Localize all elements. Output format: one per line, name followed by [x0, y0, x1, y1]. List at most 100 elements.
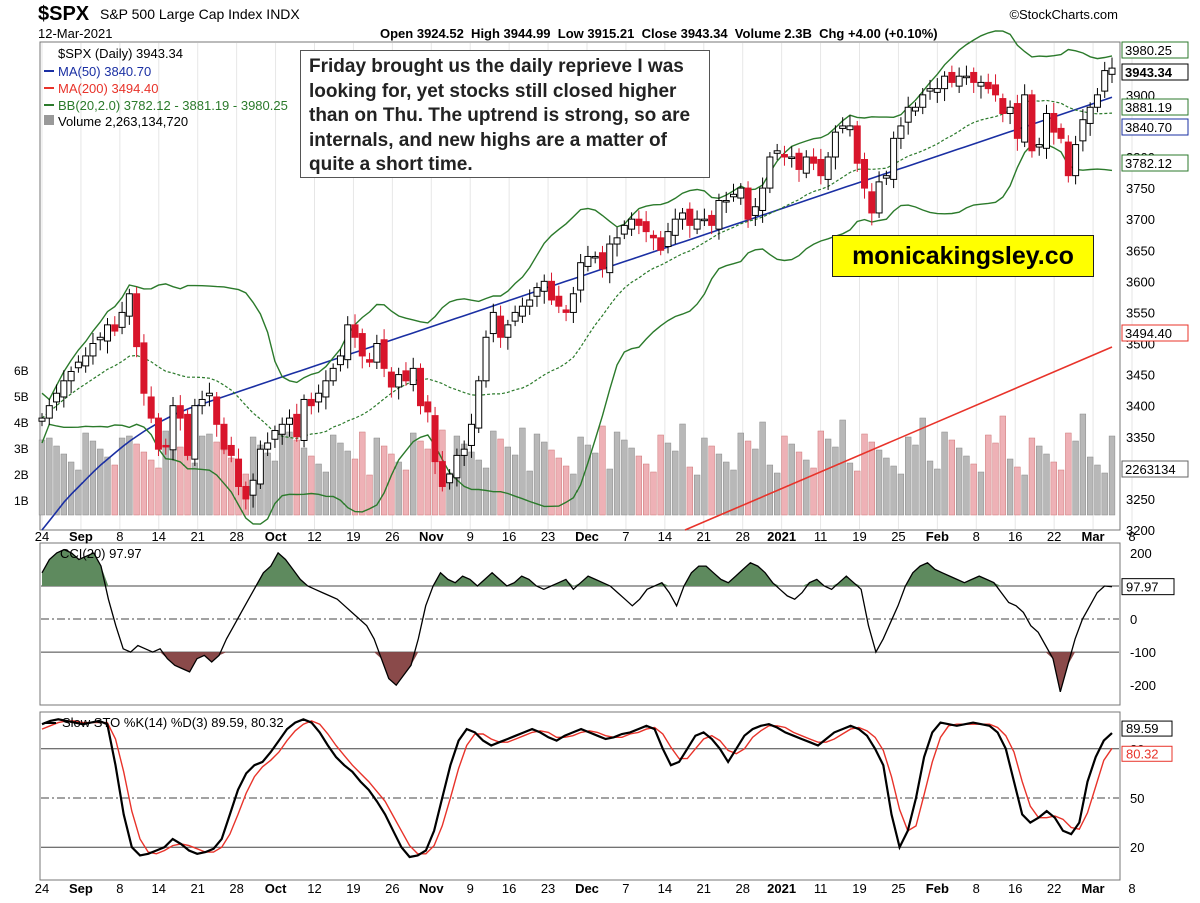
- volume-bar: [1072, 440, 1079, 516]
- candle-body: [897, 125, 905, 139]
- stoch-x-tick-label: 8: [973, 881, 980, 896]
- volume-bar: [832, 446, 839, 516]
- volume-bar: [104, 456, 111, 516]
- stoch-x-tick-label: 16: [502, 881, 516, 896]
- volume-bar: [759, 421, 766, 516]
- volume-bar: [1006, 458, 1014, 516]
- candle-body: [1079, 119, 1087, 142]
- candle-body: [467, 423, 475, 446]
- volume-bar: [1050, 461, 1057, 516]
- candle-body: [984, 81, 992, 90]
- candle-body: [751, 206, 759, 216]
- stoch-x-tick-label: 28: [735, 881, 749, 896]
- volume-bar: [213, 441, 220, 516]
- candle-body: [810, 156, 818, 164]
- price-value-tag-text: 3494.40: [1125, 326, 1172, 341]
- cci-y-tick: -200: [1130, 678, 1156, 693]
- price-value-tag: [1121, 98, 1189, 116]
- volume-bar: [555, 457, 562, 516]
- stoch-x-tick-label: 16: [1008, 881, 1022, 896]
- volume-bar: [875, 449, 883, 516]
- x-tick-label: Nov: [419, 529, 444, 544]
- volume-bar: [497, 438, 504, 516]
- volume-bar: [679, 423, 686, 516]
- candle-body: [715, 200, 723, 230]
- volume-bar: [562, 465, 570, 516]
- candle-body: [453, 454, 461, 479]
- candle-body: [788, 156, 796, 160]
- cci-value-tag: [1121, 578, 1175, 596]
- volume-bar: [526, 470, 533, 516]
- candle-body: [511, 311, 519, 322]
- stoch-x-tick-label: 19: [346, 881, 360, 896]
- candle-body: [489, 311, 497, 335]
- x-tick-label: Feb: [926, 529, 949, 544]
- volume-bar: [97, 448, 104, 516]
- candle-body: [395, 374, 403, 388]
- volume-bar: [75, 469, 82, 516]
- volume-bar: [643, 463, 650, 516]
- candle-body: [205, 392, 213, 397]
- volume-bar: [985, 434, 992, 516]
- candle-body: [1064, 141, 1072, 177]
- volume-bar: [890, 465, 897, 516]
- candle-body: [424, 401, 432, 413]
- volume-bar: [715, 453, 723, 516]
- candle-body: [380, 339, 388, 369]
- volume-bar: [475, 459, 482, 516]
- candle-body: [147, 396, 155, 419]
- annotation-box: Friday brought us the daily reprieve I w…: [300, 50, 710, 178]
- bb-middle-line: [41, 99, 1113, 440]
- candle-body: [1093, 94, 1101, 108]
- volume-bar: [708, 445, 715, 516]
- volume-bar: [992, 442, 999, 516]
- x-tick-label: 24: [35, 529, 49, 544]
- candle-body: [322, 380, 330, 398]
- volume-bar: [337, 442, 344, 516]
- candle-body: [795, 152, 803, 170]
- volume-bar: [1087, 456, 1094, 516]
- cci-y-tick: 200: [1130, 546, 1152, 561]
- volume-bar: [912, 444, 919, 516]
- volume-bar: [723, 461, 730, 516]
- x-tick-label: 21: [190, 529, 204, 544]
- volume-bar: [228, 457, 235, 516]
- candle-body: [679, 212, 687, 220]
- candle-body: [1013, 103, 1021, 139]
- candle-body: [671, 218, 679, 236]
- stoch-value-tag: [1121, 720, 1173, 737]
- price-value-tag-text: 3840.70: [1125, 120, 1172, 135]
- ma50-line: [41, 96, 1113, 531]
- candle-body: [737, 187, 745, 199]
- volume-bar: [38, 439, 46, 516]
- cci-panel: [39, 542, 1121, 706]
- candle-body: [518, 305, 526, 317]
- candle-body: [970, 71, 978, 83]
- price-y-tick: 3400: [1126, 399, 1155, 414]
- candle-body: [111, 324, 119, 332]
- volume-bar: [198, 435, 206, 516]
- x-tick-label: 8: [973, 529, 980, 544]
- volume-bar: [519, 427, 526, 516]
- bb-lower-line: [41, 143, 1113, 525]
- candle-body: [373, 343, 381, 363]
- price-value-tag: [1121, 118, 1189, 136]
- volume-bar: [410, 432, 417, 516]
- x-tick-label: 8: [116, 529, 123, 544]
- stoch-x-tick-label: 14: [152, 881, 166, 896]
- stoch-x-tick-label: 28: [229, 881, 243, 896]
- stoch-x-tick-label: 12: [307, 881, 321, 896]
- x-tick-label: Mar: [1082, 529, 1105, 544]
- candle-body: [569, 293, 577, 313]
- stoch-x-tick-label: 8: [116, 881, 123, 896]
- candle-body: [1101, 70, 1109, 92]
- candle-body: [686, 208, 694, 226]
- candle-body: [955, 75, 963, 87]
- stoch-x-tick-label: 2021: [767, 881, 796, 896]
- candle-body: [358, 333, 366, 357]
- volume-bar: [1094, 464, 1101, 516]
- brand-badge[interactable]: monicakingsley.co: [832, 235, 1094, 277]
- candle-body: [890, 137, 898, 180]
- cci-y-tick: -100: [1130, 645, 1156, 660]
- price-y-tick: 3700: [1126, 212, 1155, 227]
